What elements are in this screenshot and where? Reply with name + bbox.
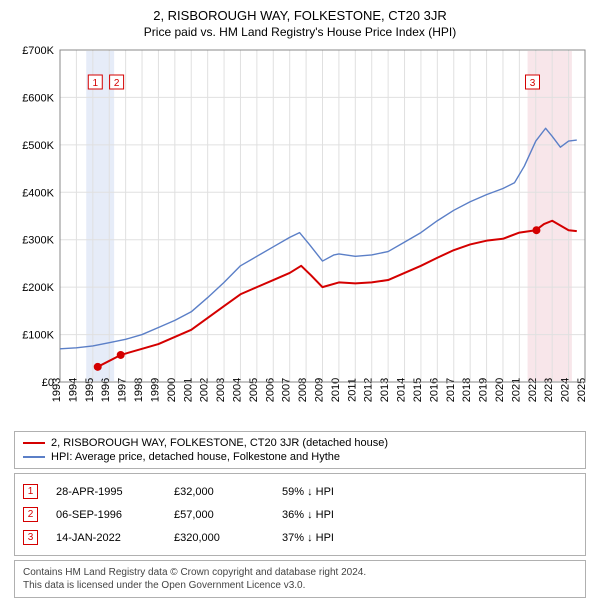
svg-text:2016: 2016 [428, 378, 440, 402]
event-marker: 3 [23, 530, 38, 545]
svg-text:2019: 2019 [478, 378, 490, 402]
svg-text:1: 1 [92, 78, 98, 89]
event-marker: 1 [23, 484, 38, 499]
legend-label: 2, RISBOROUGH WAY, FOLKESTONE, CT20 3JR … [51, 437, 388, 449]
footer-line1: Contains HM Land Registry data © Crown c… [23, 566, 577, 579]
event-delta: 59% ↓ HPI [282, 486, 334, 498]
chart-title: 2, RISBOROUGH WAY, FOLKESTONE, CT20 3JR [10, 8, 590, 23]
legend-swatch [23, 456, 45, 458]
svg-text:£400K: £400K [22, 187, 54, 199]
event-row: 2 06-SEP-1996 £57,000 36% ↓ HPI [23, 503, 577, 526]
svg-text:2001: 2001 [182, 378, 194, 402]
svg-text:2024: 2024 [560, 378, 572, 402]
svg-text:2013: 2013 [379, 378, 391, 402]
event-delta: 36% ↓ HPI [282, 509, 334, 521]
svg-text:£300K: £300K [22, 235, 54, 247]
svg-text:2004: 2004 [231, 378, 243, 402]
svg-text:2025: 2025 [576, 378, 588, 402]
svg-text:2005: 2005 [248, 378, 260, 402]
event-date: 06-SEP-1996 [56, 509, 156, 521]
legend: 2, RISBOROUGH WAY, FOLKESTONE, CT20 3JR … [14, 431, 586, 469]
legend-item: 2, RISBOROUGH WAY, FOLKESTONE, CT20 3JR … [23, 436, 577, 450]
svg-text:2008: 2008 [297, 378, 309, 402]
svg-text:2023: 2023 [543, 378, 555, 402]
svg-text:2021: 2021 [510, 378, 522, 402]
svg-text:2006: 2006 [264, 378, 276, 402]
svg-text:1997: 1997 [117, 378, 129, 402]
event-price: £32,000 [174, 486, 264, 498]
event-row: 3 14-JAN-2022 £320,000 37% ↓ HPI [23, 526, 577, 549]
svg-text:2022: 2022 [527, 378, 539, 402]
svg-text:£700K: £700K [22, 45, 54, 57]
chart-svg: £0£100K£200K£300K£400K£500K£600K£700K199… [10, 45, 590, 425]
svg-text:£500K: £500K [22, 140, 54, 152]
chart-container: 2, RISBOROUGH WAY, FOLKESTONE, CT20 3JR … [0, 0, 600, 604]
svg-text:2: 2 [114, 78, 120, 89]
events-table: 1 28-APR-1995 £32,000 59% ↓ HPI 2 06-SEP-1996… [14, 473, 586, 556]
svg-text:3: 3 [530, 78, 536, 89]
event-price: £57,000 [174, 509, 264, 521]
event-delta: 37% ↓ HPI [282, 532, 334, 544]
event-date: 14-JAN-2022 [56, 532, 156, 544]
svg-text:2012: 2012 [363, 378, 375, 402]
svg-text:2014: 2014 [396, 378, 408, 402]
svg-text:2017: 2017 [445, 378, 457, 402]
svg-text:1993: 1993 [51, 378, 63, 402]
svg-text:2015: 2015 [412, 378, 424, 402]
svg-text:£100K: £100K [22, 330, 54, 342]
svg-text:£200K: £200K [22, 282, 54, 294]
svg-text:2018: 2018 [461, 378, 473, 402]
svg-text:2020: 2020 [494, 378, 506, 402]
chart-subtitle: Price paid vs. HM Land Registry's House … [10, 25, 590, 39]
svg-text:2003: 2003 [215, 378, 227, 402]
footer-attribution: Contains HM Land Registry data © Crown c… [14, 560, 586, 598]
event-price: £320,000 [174, 532, 264, 544]
event-date: 28-APR-1995 [56, 486, 156, 498]
footer-line2: This data is licensed under the Open Gov… [23, 579, 577, 592]
legend-swatch [23, 442, 45, 444]
svg-text:£600K: £600K [22, 92, 54, 104]
svg-text:2009: 2009 [314, 378, 326, 402]
svg-text:2000: 2000 [166, 378, 178, 402]
legend-item: HPI: Average price, detached house, Folk… [23, 450, 577, 464]
svg-text:1998: 1998 [133, 378, 145, 402]
event-marker: 2 [23, 507, 38, 522]
svg-text:1996: 1996 [100, 378, 112, 402]
chart-plot: £0£100K£200K£300K£400K£500K£600K£700K199… [10, 45, 590, 425]
svg-text:1995: 1995 [84, 378, 96, 402]
svg-text:2010: 2010 [330, 378, 342, 402]
legend-label: HPI: Average price, detached house, Folk… [51, 451, 340, 463]
event-row: 1 28-APR-1995 £32,000 59% ↓ HPI [23, 480, 577, 503]
svg-text:2002: 2002 [199, 378, 211, 402]
svg-text:1999: 1999 [149, 378, 161, 402]
svg-text:1994: 1994 [67, 378, 79, 402]
svg-text:2007: 2007 [281, 378, 293, 402]
